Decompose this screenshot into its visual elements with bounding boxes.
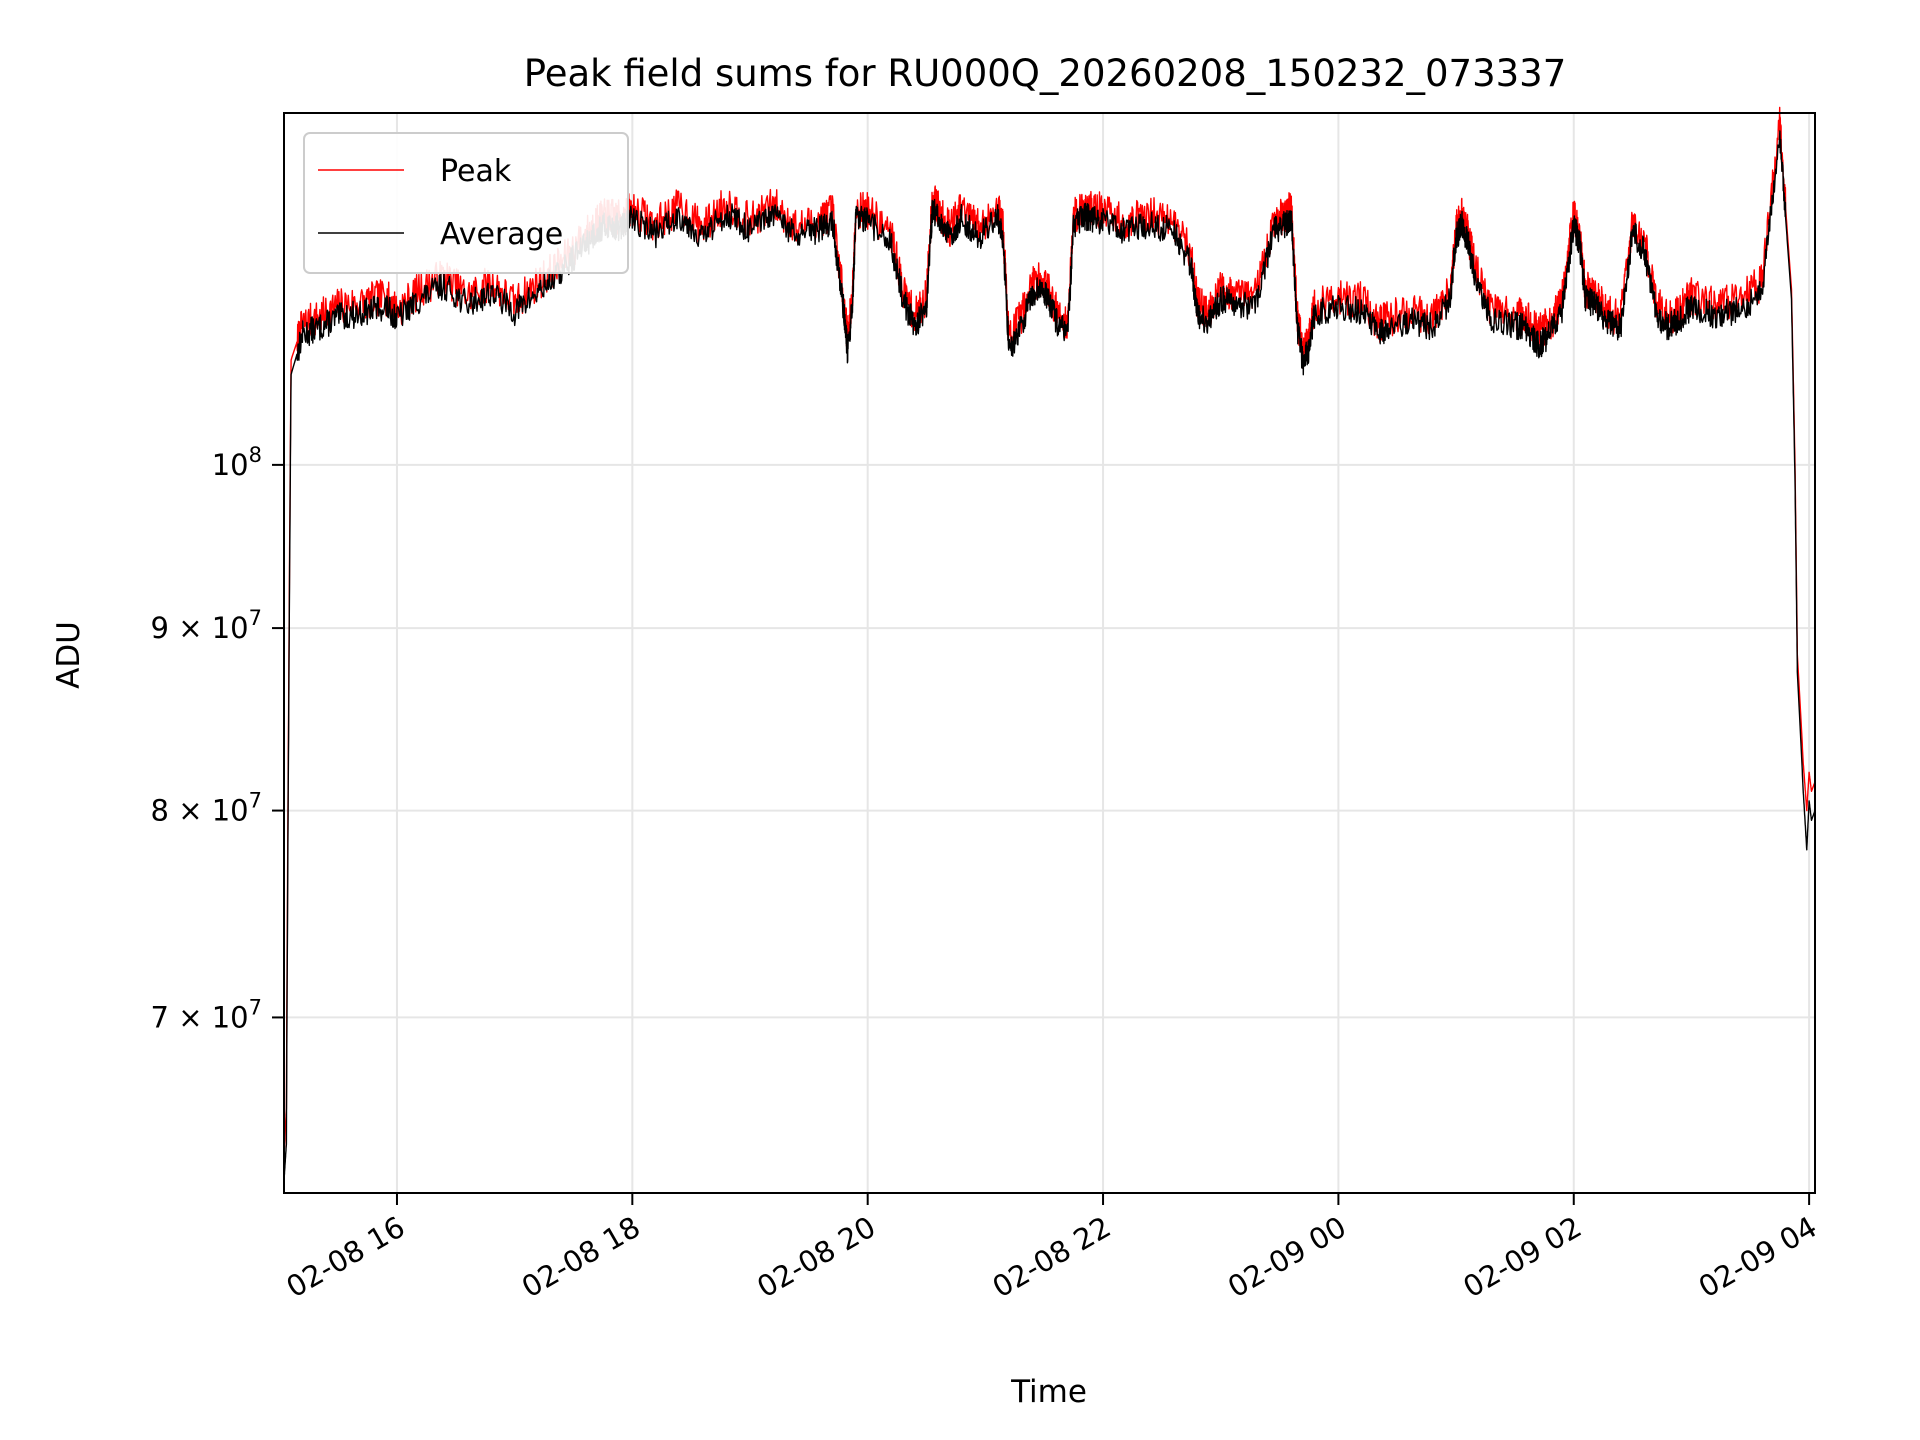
x-axis-label: Time: [1010, 1374, 1087, 1410]
y-tick-base: 10: [212, 448, 249, 482]
y-tick-exponent: 8: [249, 443, 262, 467]
y-tick-exponent: 7: [249, 789, 262, 813]
plot-frame: [283, 112, 1816, 1194]
y-tick-label: 7 × 107: [151, 995, 262, 1034]
chart-title: Peak field sums for RU000Q_20260208_1502…: [524, 52, 1567, 95]
y-tick-base: 9 × 10: [151, 611, 249, 645]
y-tick-label: 8 × 107: [151, 789, 262, 828]
legend: Peak Average: [303, 132, 629, 274]
y-axis-label: ADU: [51, 621, 87, 689]
legend-label-average: Average: [440, 217, 563, 252]
legend-box: [303, 132, 629, 274]
y-tick-base: 7 × 10: [151, 1000, 249, 1034]
y-tick-base: 8 × 10: [151, 794, 249, 828]
grid: [284, 113, 1815, 1193]
legend-label-peak: Peak: [440, 154, 512, 189]
y-tick-exponent: 7: [249, 606, 262, 630]
y-tick-label: 108: [212, 443, 262, 482]
y-tick-exponent: 7: [249, 995, 262, 1019]
y-tick-label: 9 × 107: [151, 606, 262, 645]
